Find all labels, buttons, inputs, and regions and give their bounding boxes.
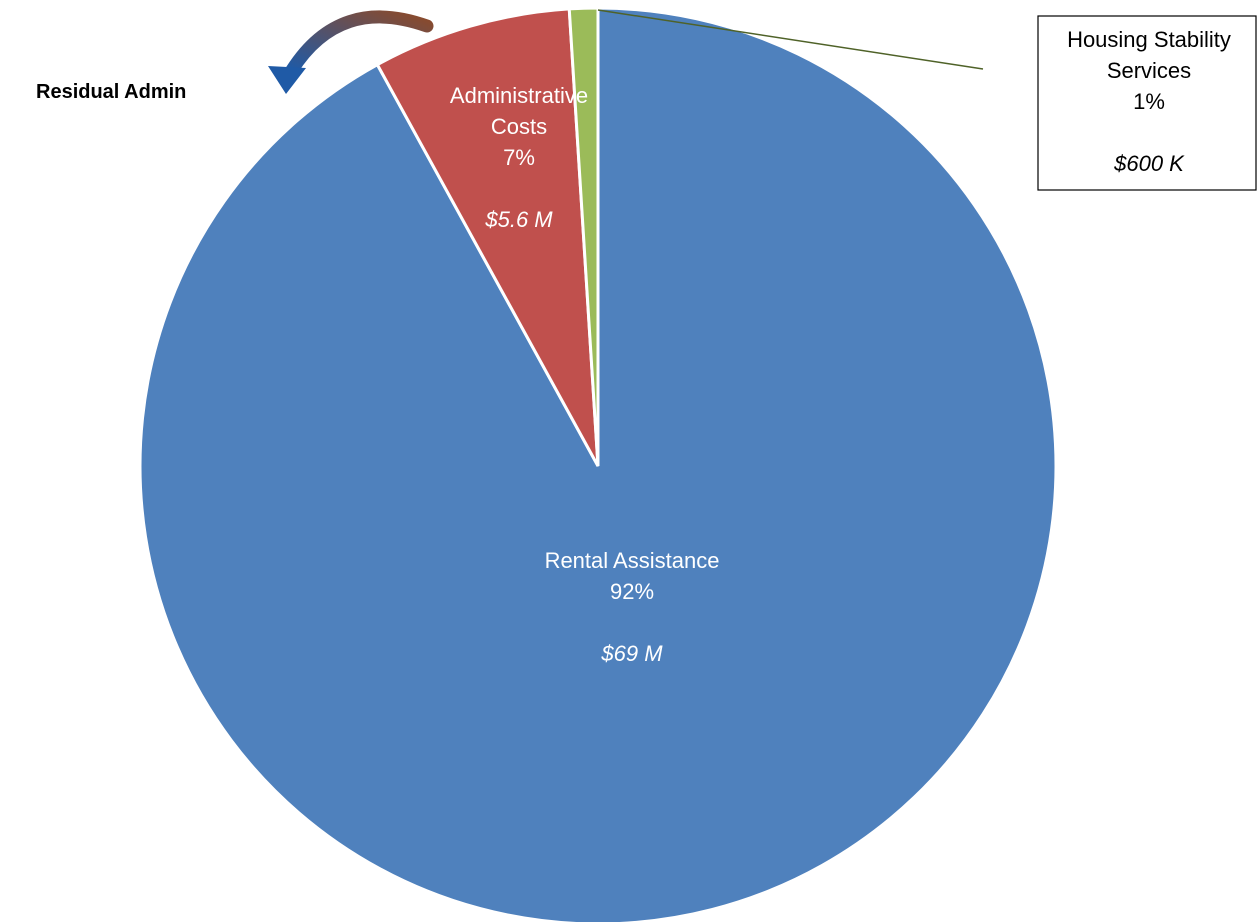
housing-stability-label-name-line-2: Services (1107, 58, 1191, 83)
pie-slice-1 (138, 6, 1058, 922)
housing-stability-label-name-line-1: Housing Stability (1067, 27, 1231, 52)
rental-assistance-label-name-line-1: Rental Assistance (545, 548, 720, 573)
administrative-costs-label-name-line-2: Costs (491, 114, 547, 139)
pie-slices (138, 6, 1058, 922)
housing-stability-label-percent: 1% (1133, 89, 1165, 114)
pie-slice-2 (375, 7, 600, 467)
residual-admin-annotation: Residual Admin (36, 81, 186, 103)
callout-box (1037, 15, 1257, 191)
housing-stability-label-amount: $600 K (1113, 151, 1185, 176)
slice-labels: Rental Assistance 92% $69 M Administrative C… (450, 83, 720, 666)
callout-label: Housing Stability Services 1% $600 K (1067, 27, 1231, 176)
administrative-costs-label-name-line-1: Administrative (450, 83, 588, 108)
pie-slice-3 (567, 6, 600, 467)
rental-assistance-label-percent: 92% (610, 579, 654, 604)
callout-leader-line (597, 9, 984, 70)
administrative-costs-label-percent: 7% (503, 145, 535, 170)
rental-assistance-label-amount: $69 M (600, 641, 663, 666)
administrative-costs-label-amount: $5.6 M (484, 207, 553, 232)
curved-arrow-icon (268, 10, 434, 94)
